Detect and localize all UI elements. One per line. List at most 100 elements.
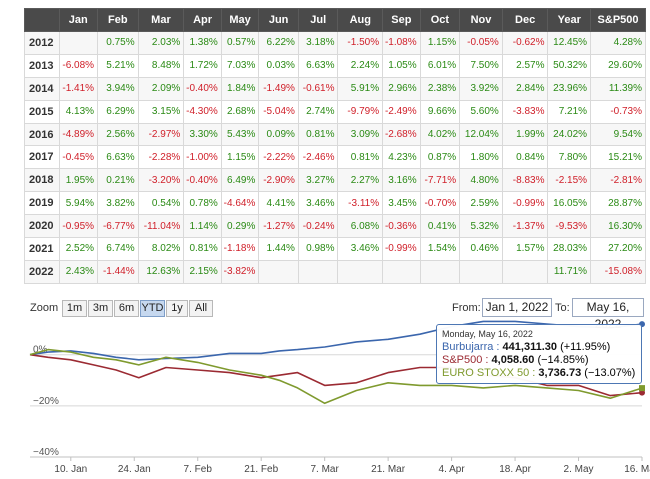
zoom-1y-button[interactable]: 1y xyxy=(166,300,188,317)
tooltip-row-burbujarra: Burbujarra : 441,311.30 (+11.95%) xyxy=(442,341,636,354)
year-label: 2016 xyxy=(24,122,60,147)
return-cell: 3.16% xyxy=(382,168,421,193)
return-cell: -0.95% xyxy=(58,214,99,239)
return-cell: 2.74% xyxy=(297,99,339,124)
year-label: 2020 xyxy=(24,214,60,239)
return-cell: 4.28% xyxy=(590,31,646,55)
return-cell: 6.29% xyxy=(97,99,139,124)
return-cell: 29.60% xyxy=(590,53,646,78)
return-cell: 3.09% xyxy=(337,122,384,147)
return-cell: 0.75% xyxy=(97,31,139,55)
return-cell: 12.45% xyxy=(547,31,592,55)
year-label: 2019 xyxy=(24,191,60,216)
return-cell: 8.02% xyxy=(137,237,185,261)
x-tick-label: 7. Mar xyxy=(310,464,339,475)
y-tick-label: 0% xyxy=(33,345,48,356)
zoom-3m-button[interactable]: 3m xyxy=(88,300,113,317)
return-cell: 0.54% xyxy=(137,191,185,216)
return-cell: -4.89% xyxy=(58,122,99,147)
return-cell: -1.37% xyxy=(501,214,549,239)
return-cell: -4.30% xyxy=(183,99,222,124)
column-header: Mar xyxy=(137,8,185,32)
return-cell xyxy=(58,31,99,55)
table-header-row: Jan Feb Mar Apr May Jun Jul Aug Sep Oct Nov Dec Year… xyxy=(24,8,646,32)
return-cell: 5.32% xyxy=(459,214,503,239)
return-cell xyxy=(382,259,421,284)
return-cell: 4.41% xyxy=(258,191,299,216)
return-cell xyxy=(258,259,299,284)
zoom-1m-button[interactable]: 1m xyxy=(62,300,87,317)
return-cell: -8.83% xyxy=(501,168,549,193)
return-cell: 7.50% xyxy=(459,53,503,78)
to-date-input[interactable]: May 16, 2022 xyxy=(572,298,644,331)
return-cell: -1.27% xyxy=(258,214,299,239)
return-cell: 27.20% xyxy=(590,237,646,261)
year-label: 2015 xyxy=(24,99,60,124)
eurostoxx-line xyxy=(29,348,643,405)
from-date-input[interactable]: Jan 1, 2022 xyxy=(482,298,552,317)
column-header: Nov xyxy=(459,8,503,32)
year-label: 2018 xyxy=(24,168,60,193)
eurostoxx-marker xyxy=(639,385,645,392)
return-cell: 0.98% xyxy=(297,237,339,261)
return-cell: 5.21% xyxy=(97,53,139,78)
zoom-ytd-button[interactable]: YTD xyxy=(140,300,165,317)
zoom-all-button[interactable]: All xyxy=(189,300,213,317)
return-cell: 28.03% xyxy=(547,237,592,261)
return-cell: 3.27% xyxy=(297,168,339,193)
return-cell: -1.50% xyxy=(337,31,384,55)
return-cell: 2.59% xyxy=(459,191,503,216)
return-cell: 6.63% xyxy=(97,145,139,170)
return-cell: 0.03% xyxy=(258,53,299,78)
return-cell: -2.97% xyxy=(137,122,185,147)
return-cell: -5.04% xyxy=(258,99,299,124)
return-cell: 1.05% xyxy=(382,53,421,78)
return-cell: 2.84% xyxy=(501,76,549,101)
return-cell: -4.64% xyxy=(220,191,260,216)
return-cell: 6.22% xyxy=(258,31,299,55)
return-cell: -0.45% xyxy=(58,145,99,170)
return-cell: -3.20% xyxy=(137,168,185,193)
return-cell: 7.21% xyxy=(547,99,592,124)
table-row: 2019 5.94% 3.82% 0.54% 0.78% -4.64% 4.41% 3.46%… xyxy=(24,191,646,216)
return-cell: -1.00% xyxy=(183,145,222,170)
return-cell: 1.99% xyxy=(501,122,549,147)
return-cell: -0.62% xyxy=(501,31,549,55)
zoom-6m-button[interactable]: 6m xyxy=(114,300,139,317)
burbujarra-line xyxy=(29,320,643,361)
return-cell: 15.21% xyxy=(590,145,646,170)
return-cell: -2.68% xyxy=(382,122,421,147)
return-cell: 8.48% xyxy=(137,53,185,78)
return-cell: 0.41% xyxy=(419,214,461,239)
return-cell: 0.21% xyxy=(97,168,139,193)
return-cell: 3.92% xyxy=(459,76,503,101)
return-cell: -1.18% xyxy=(220,237,260,261)
year-label: 2013 xyxy=(24,53,60,78)
column-header: S&P500 xyxy=(590,8,646,32)
return-cell xyxy=(501,259,549,284)
return-cell: 50.32% xyxy=(547,53,592,78)
year-label: 2012 xyxy=(24,31,60,55)
return-cell: -0.24% xyxy=(297,214,339,239)
x-tick-label: 24. Jan xyxy=(118,464,151,475)
return-cell: -0.05% xyxy=(459,31,503,55)
return-cell: -2.28% xyxy=(137,145,185,170)
x-tick-label: 18. Apr xyxy=(499,464,531,475)
return-cell: -0.40% xyxy=(183,168,222,193)
return-cell: 2.52% xyxy=(58,237,99,261)
x-tick-label: 16. May xyxy=(624,464,650,475)
tooltip-series-value: 441,311.30 xyxy=(502,341,557,353)
return-cell: -2.15% xyxy=(547,168,592,193)
tooltip-series-name: EURO STOXX 50 : xyxy=(442,367,536,379)
return-cell: 6.74% xyxy=(97,237,139,261)
return-cell: -2.81% xyxy=(590,168,646,193)
return-cell: 0.81% xyxy=(297,122,339,147)
return-cell: 3.15% xyxy=(137,99,185,124)
return-cell: -3.83% xyxy=(501,99,549,124)
return-cell: -1.41% xyxy=(58,76,99,101)
x-tick-label: 21. Feb xyxy=(244,464,278,475)
tooltip-row-sp500: S&P500 : 4,058.60 (−14.85%) xyxy=(442,354,636,367)
table-row: 2015 4.13% 6.29% 3.15% -4.30% 2.68% -5.04% 2.74… xyxy=(24,99,646,124)
return-cell: 9.66% xyxy=(419,99,461,124)
return-cell: 24.02% xyxy=(547,122,592,147)
